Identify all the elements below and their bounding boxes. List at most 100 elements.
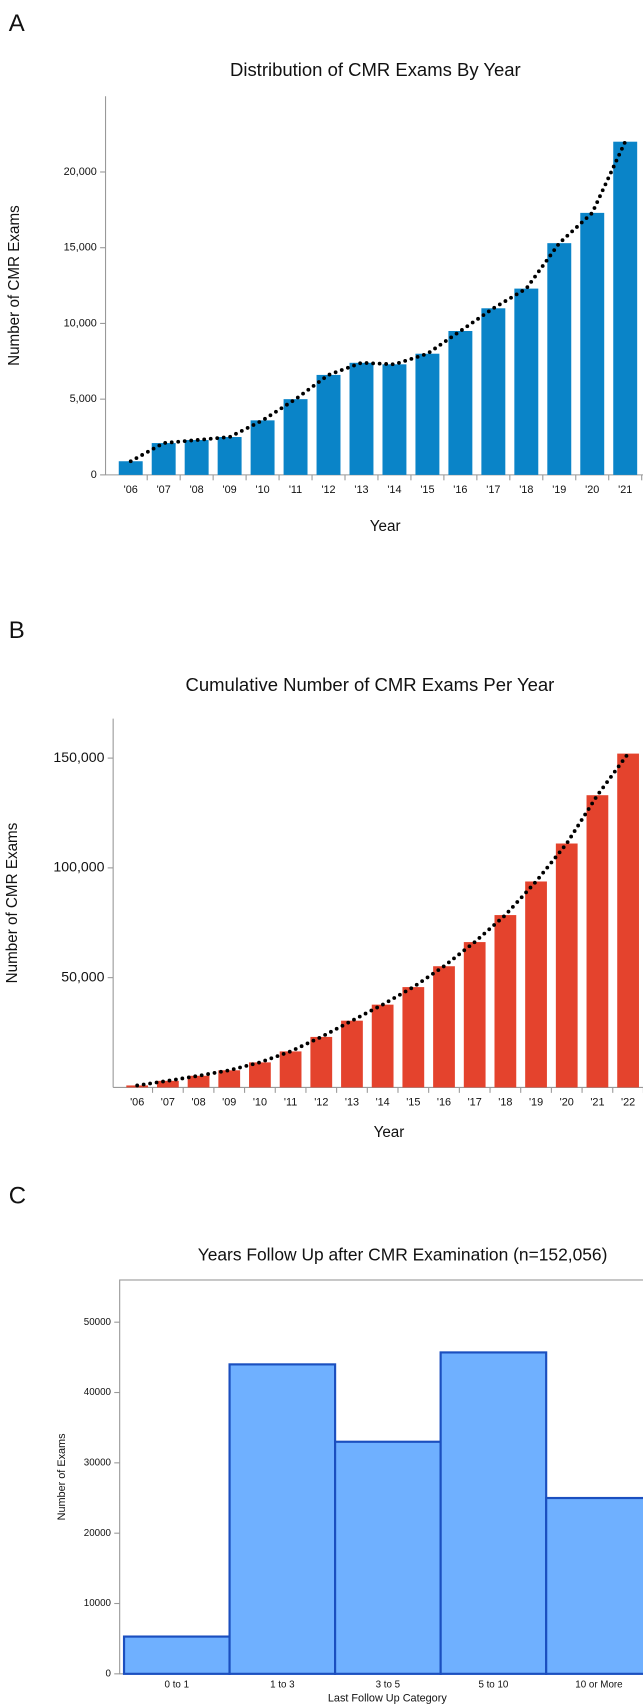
x-tick-label: '11 [284, 1097, 297, 1109]
x-tick-label: '13 [354, 484, 368, 496]
bar [494, 915, 517, 1088]
bar [218, 1070, 241, 1088]
y-tick-label: 20000 [84, 1528, 112, 1539]
x-tick-label: '14 [376, 1097, 390, 1109]
bar [279, 1051, 302, 1088]
bar [415, 353, 440, 475]
y-tick-label: 20,000 [64, 166, 97, 178]
bar [514, 288, 539, 475]
x-tick-label: 3 to 5 [376, 1679, 401, 1690]
bar [334, 1440, 442, 1675]
x-tick-label: '12 [321, 484, 335, 496]
bar [448, 331, 473, 475]
x-tick-label: '19 [552, 484, 566, 496]
x-tick-label: '22 [621, 1097, 635, 1109]
bar [228, 1363, 337, 1675]
bar [118, 461, 143, 475]
y-tick-label: 10,000 [64, 317, 97, 329]
x-tick-label: '20 [585, 484, 599, 496]
y-tick-label: 50,000 [61, 968, 104, 984]
bar [122, 1635, 231, 1675]
bar [463, 942, 486, 1088]
panel-label: B [9, 617, 25, 644]
y-tick-label: 50000 [84, 1317, 112, 1328]
x-tick-label: '10 [253, 1097, 267, 1109]
bar [151, 443, 176, 475]
x-tick-label: '19 [529, 1097, 543, 1109]
x-axis-label: Year [370, 518, 401, 535]
y-tick-label: 100,000 [53, 859, 104, 875]
x-tick-label: '10 [256, 484, 270, 496]
x-tick-label: '15 [420, 484, 434, 496]
bar [580, 212, 605, 475]
x-tick-label: '12 [314, 1097, 328, 1109]
trend-line [135, 751, 630, 1088]
bar [586, 795, 609, 1088]
x-tick-label: 10 or More [575, 1679, 622, 1690]
bar [439, 1351, 548, 1675]
panel-label: A [9, 10, 25, 37]
bar [525, 881, 547, 1088]
x-tick-label: '09 [222, 1097, 236, 1109]
x-tick-label: '17 [468, 1097, 482, 1109]
bar [184, 440, 209, 475]
bar [156, 1080, 179, 1088]
x-tick-label: '18 [498, 1097, 512, 1109]
y-tick-label: 5,000 [70, 393, 97, 405]
y-axis-label: Number of CMR Exams [4, 822, 21, 983]
bar [349, 362, 374, 475]
chart-title: Cumulative Number of CMR Exams Per Year [186, 674, 555, 695]
bar [217, 437, 242, 475]
x-tick-label: '06 [130, 1097, 144, 1109]
bar [316, 374, 341, 475]
x-axis-label: Last Follow Up Category [328, 1693, 447, 1705]
x-tick-label: '14 [387, 484, 401, 496]
x-tick-label: '15 [406, 1097, 420, 1109]
bar [249, 1062, 271, 1088]
bar [555, 843, 578, 1088]
y-tick-label: 30000 [84, 1457, 112, 1468]
x-tick-label: '21 [618, 484, 632, 496]
bar [382, 364, 407, 475]
y-axis-label: Number of CMR Exams [6, 205, 23, 366]
trend-line [128, 139, 628, 464]
x-tick-label: '09 [223, 484, 237, 496]
x-tick-label: '16 [437, 1097, 451, 1109]
x-tick-label: '17 [486, 484, 500, 496]
chart-title: Years Follow Up after CMR Examination (n… [198, 1245, 608, 1265]
y-tick-label: 10000 [84, 1598, 112, 1609]
y-tick-label: 40000 [84, 1387, 112, 1398]
x-tick-label: 5 to 10 [478, 1679, 508, 1690]
panel-label: C [9, 1183, 26, 1210]
bar [371, 1004, 394, 1088]
bar [433, 966, 455, 1088]
chart-title: Distribution of CMR Exams By Year [230, 59, 521, 80]
x-tick-label: '07 [161, 1097, 175, 1109]
x-tick-label: '13 [345, 1097, 359, 1109]
y-tick-label: 0 [91, 469, 97, 481]
x-tick-label: '11 [289, 484, 302, 496]
x-tick-label: '06 [124, 484, 138, 496]
bar [547, 243, 572, 475]
y-tick-label: 0 [106, 1668, 112, 1679]
bar [545, 1496, 643, 1675]
bar [283, 399, 308, 475]
y-axis-label: Number of Exams [56, 1433, 68, 1520]
bar [310, 1036, 333, 1088]
x-tick-label: 1 to 3 [270, 1679, 295, 1690]
bar [617, 753, 639, 1088]
x-tick-label: '20 [560, 1097, 574, 1109]
x-tick-label: '08 [190, 484, 204, 496]
y-tick-label: 15,000 [64, 242, 97, 254]
bar [341, 1020, 363, 1088]
bar [250, 420, 275, 475]
bar [187, 1075, 210, 1088]
x-tick-label: '18 [519, 484, 533, 496]
y-tick-label: 150,000 [53, 749, 104, 765]
x-tick-label: '08 [191, 1097, 205, 1109]
bar [402, 987, 425, 1088]
x-tick-label: '16 [453, 484, 467, 496]
x-tick-label: 0 to 1 [165, 1679, 189, 1690]
x-tick-label: '21 [590, 1097, 604, 1109]
